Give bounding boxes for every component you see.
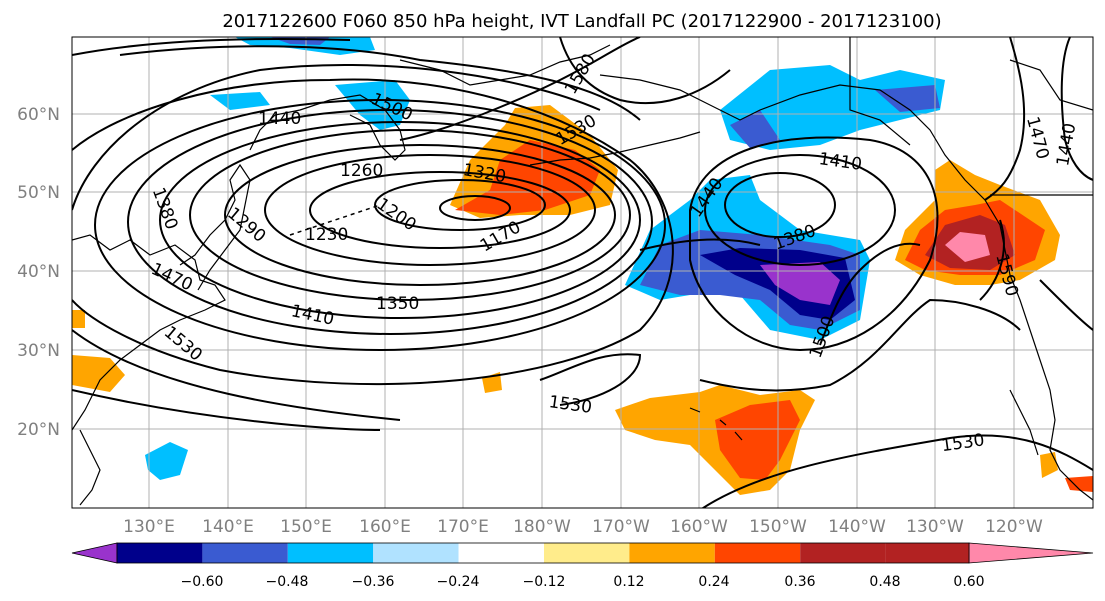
contour-1470-north-alaska bbox=[559, 37, 731, 105]
contour-1260 bbox=[264, 154, 596, 266]
contour-label: 1230 bbox=[305, 225, 348, 245]
lon-label: 140°W bbox=[828, 517, 886, 537]
colorbar-tick-label: 0.60 bbox=[953, 574, 984, 590]
longitude-labels: 130°E 140°E 150°E 160°E 170°E 180°W 170°… bbox=[123, 517, 1043, 537]
ivt-extreme-negative-central-pacific bbox=[760, 262, 840, 305]
ivt-negative-core-alaska bbox=[730, 110, 780, 148]
colorbar-swatch bbox=[629, 543, 715, 563]
colorbar-tick-label: −0.48 bbox=[266, 574, 309, 590]
colorbar-extend-high bbox=[968, 542, 1094, 564]
map-frame bbox=[71, 36, 1094, 509]
contour-1530-north bbox=[72, 37, 641, 141]
contour-1170 bbox=[439, 195, 511, 221]
ivt-extreme-positive-westcoast bbox=[945, 232, 990, 262]
lon-label: 130°E bbox=[123, 517, 175, 537]
colorbar-swatch bbox=[544, 543, 630, 563]
ivt-positive-patch-mexico bbox=[1065, 476, 1093, 492]
contour-1410 bbox=[94, 99, 666, 351]
lon-label: 160°E bbox=[359, 517, 411, 537]
coastline-bering bbox=[399, 44, 611, 86]
height-contours bbox=[72, 37, 1093, 508]
lon-label: 140°E bbox=[202, 517, 254, 537]
colorbar-tick-label: 0.12 bbox=[613, 574, 644, 590]
contour-1530-south bbox=[72, 353, 1093, 508]
colorbar-frame bbox=[116, 542, 970, 564]
contour-1500 bbox=[119, 45, 641, 121]
ivt-positive-patch-west bbox=[72, 310, 85, 328]
border-alaska bbox=[849, 37, 911, 146]
colorbar-tick-label: 0.24 bbox=[698, 574, 729, 590]
coastline-asia bbox=[72, 234, 226, 431]
ivt-positive-patch-baja bbox=[1040, 452, 1058, 478]
ivt-negative-region-alaska bbox=[720, 65, 945, 150]
colorbar: −0.60 −0.48 −0.36 −0.24 −0.12 0.12 0.24 … bbox=[71, 542, 1094, 590]
ivt-positive-core-aleutian bbox=[455, 140, 600, 215]
colorbar-ticks: −0.60 −0.48 −0.36 −0.24 −0.12 0.12 0.24 … bbox=[181, 574, 985, 590]
colorbar-tick-label: −0.36 bbox=[352, 574, 395, 590]
contour-1350 bbox=[159, 121, 641, 319]
lon-label: 160°W bbox=[670, 517, 728, 537]
contour-1290 bbox=[224, 144, 616, 286]
contour-1590 bbox=[979, 219, 1093, 331]
contour-1440-alaska-low bbox=[689, 136, 939, 352]
colorbar-extend-low bbox=[71, 542, 118, 564]
lon-label: 120°W bbox=[985, 517, 1043, 537]
latitude-labels: 60°N 50°N 40°N 30°N 20°N bbox=[17, 105, 60, 440]
contour-label: 1260 bbox=[340, 161, 383, 181]
ivt-negative-core-alaska-east bbox=[875, 85, 940, 112]
coastline-korea-japan bbox=[179, 163, 251, 291]
ivt-positive-core-hawaii bbox=[715, 400, 800, 480]
colorbar-swatch bbox=[373, 543, 459, 563]
contour-1230 bbox=[309, 171, 571, 249]
lat-label: 30°N bbox=[17, 341, 60, 361]
contour-1440-ne bbox=[1060, 37, 1093, 181]
lat-label: 50°N bbox=[17, 183, 60, 203]
contour-1470 bbox=[72, 63, 601, 421]
colorbar-tick-label: 0.48 bbox=[869, 574, 900, 590]
colorbar-swatch bbox=[117, 543, 203, 563]
contour-1470-ne bbox=[984, 37, 1026, 201]
colorbar-swatch bbox=[287, 543, 374, 563]
contour-1500-gulf bbox=[639, 238, 921, 346]
colorbar-swatch bbox=[885, 543, 969, 563]
contour-label: 1350 bbox=[376, 294, 419, 314]
contour-1440 bbox=[72, 78, 674, 386]
ivt-negative-region-okhotsk bbox=[210, 92, 270, 110]
border-interior bbox=[1009, 59, 1093, 111]
contour-1200 bbox=[374, 179, 546, 231]
lon-label: 150°E bbox=[280, 517, 332, 537]
lon-label: 150°W bbox=[749, 517, 807, 537]
hawaii-islands bbox=[689, 407, 743, 441]
colorbar-swatch bbox=[458, 543, 544, 563]
ivt-negative-region-north bbox=[235, 37, 375, 55]
colorbar-swatch bbox=[714, 543, 801, 563]
colorbar-swatch bbox=[800, 543, 886, 563]
lon-label: 130°W bbox=[906, 517, 964, 537]
lat-label: 20°N bbox=[17, 420, 60, 440]
figure-title: 2017122600 F060 850 hPa height, IVT Land… bbox=[222, 11, 941, 32]
colorbar-tick-label: 0.36 bbox=[784, 574, 815, 590]
coastline-philippines bbox=[79, 429, 101, 506]
contour-1410-alaska-low bbox=[704, 154, 896, 266]
colorbar-tick-label: −0.12 bbox=[523, 574, 566, 590]
ivt-shading bbox=[72, 37, 1093, 495]
contour-1320 bbox=[189, 129, 631, 301]
contour-1530-east bbox=[699, 298, 1021, 392]
colorbar-swatch bbox=[202, 543, 288, 563]
colorbar-tick-label: −0.60 bbox=[181, 574, 224, 590]
lat-label: 40°N bbox=[17, 262, 60, 282]
coastline-alaska bbox=[599, 74, 1093, 501]
contour-label: 1440 bbox=[258, 109, 301, 129]
lon-label: 180°W bbox=[513, 517, 571, 537]
contour-1380 bbox=[127, 109, 653, 335]
colorbar-tick-label: −0.24 bbox=[437, 574, 480, 590]
map-panel: 1440 1500 1530 1580 1260 1320 1200 1170 … bbox=[71, 36, 1094, 509]
lon-label: 170°W bbox=[592, 517, 650, 537]
ivt-positive-patch-philippine bbox=[72, 355, 125, 392]
lat-label: 60°N bbox=[17, 105, 60, 125]
lon-label: 170°E bbox=[437, 517, 489, 537]
contour-1380-alaska-low bbox=[724, 172, 836, 238]
ivt-negative-patch-south bbox=[145, 442, 188, 480]
